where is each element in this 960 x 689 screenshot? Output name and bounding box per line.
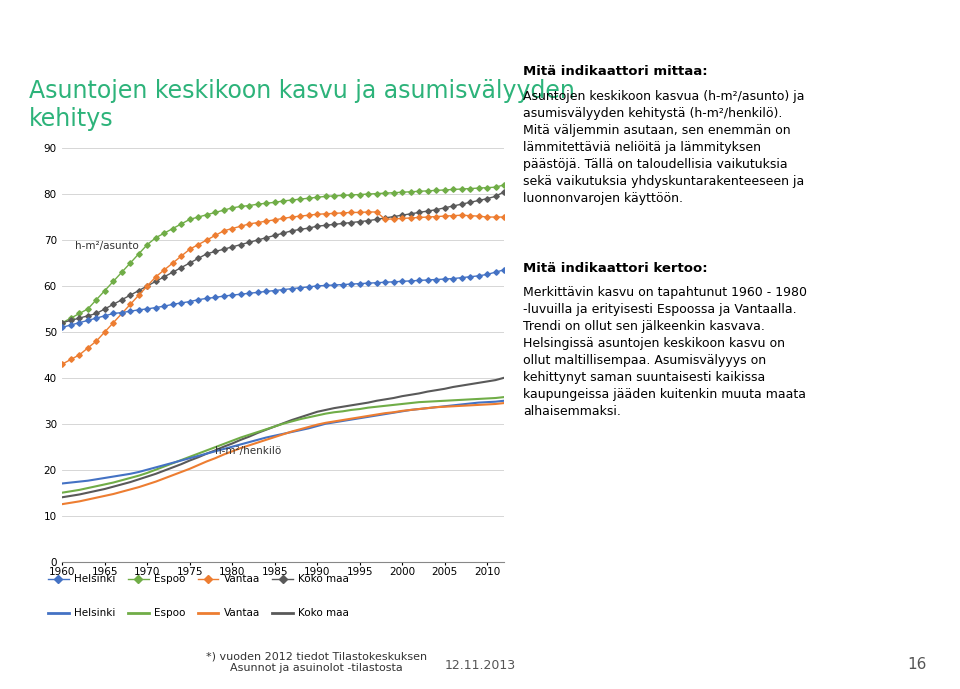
Text: h-m²/asunto: h-m²/asunto <box>75 241 139 251</box>
Text: h-m²/henkilö: h-m²/henkilö <box>215 446 281 455</box>
Text: Asuntojen keskikoon kasvu ja asumisvälyyden: Asuntojen keskikoon kasvu ja asumisvälyy… <box>29 79 575 103</box>
Text: Asuntojen keskikoon kasvua (h-m²/asunto) ja
asumisvälyyden kehitystä (h-m²/henki: Asuntojen keskikoon kasvua (h-m²/asunto)… <box>523 90 804 205</box>
Text: TOIMINTAYMPÄRISTÖ: TOIMINTAYMPÄRISTÖ <box>12 15 194 30</box>
Legend: Helsinki, Espoo, Vantaa, Koko maa: Helsinki, Espoo, Vantaa, Koko maa <box>43 604 353 622</box>
Text: *) vuoden 2012 tiedot Tilastokeskuksen
Asunnot ja asuinolot -tilastosta: *) vuoden 2012 tiedot Tilastokeskuksen A… <box>206 651 427 672</box>
Text: Mitä indikaattori mittaa:: Mitä indikaattori mittaa: <box>523 65 708 79</box>
Text: 12.11.2013: 12.11.2013 <box>444 659 516 672</box>
Text: kehitys: kehitys <box>29 107 113 131</box>
Text: Merkittävin kasvu on tapahtunut 1960 - 1980
-luvuilla ja erityisesti Espoossa ja: Merkittävin kasvu on tapahtunut 1960 - 1… <box>523 286 807 418</box>
Text: 16: 16 <box>907 657 926 672</box>
Text: Mitä indikaattori kertoo:: Mitä indikaattori kertoo: <box>523 262 708 275</box>
